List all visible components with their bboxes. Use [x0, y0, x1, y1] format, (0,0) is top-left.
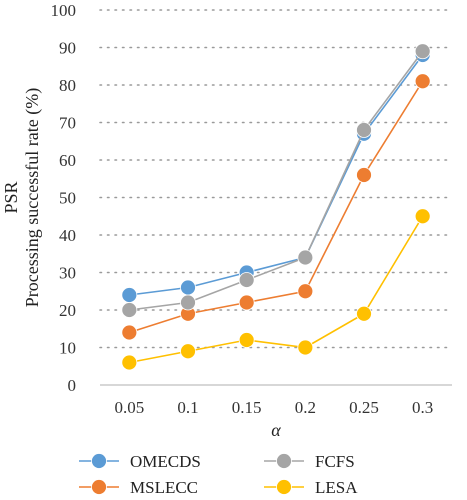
legend-label: LESA — [315, 478, 358, 497]
y-tick-label: 10 — [59, 339, 76, 358]
data-point — [414, 208, 431, 225]
x-tick-label: 0.05 — [114, 398, 144, 417]
y-axis-title-line1: PSR — [1, 181, 21, 213]
y-tick-labels: 0 10 20 30 40 50 60 70 80 90 100 — [51, 1, 77, 395]
y-tick-label: 30 — [59, 264, 76, 283]
x-tick-label: 0.1 — [177, 398, 198, 417]
y-tick-label: 20 — [59, 301, 76, 320]
data-point — [297, 283, 314, 300]
data-point — [238, 272, 255, 288]
data-point — [356, 122, 372, 138]
legend-marker — [91, 453, 107, 469]
series-line — [129, 54, 424, 296]
y-tick-label: 50 — [59, 189, 76, 208]
y-tick-label: 60 — [59, 151, 76, 170]
legend-label: OMECDS — [130, 452, 201, 471]
legend-item-mslecc: MSLECC — [79, 478, 198, 497]
series-line — [129, 215, 424, 364]
series-line — [129, 50, 424, 311]
legend-marker — [276, 453, 292, 469]
y-tick-label: 70 — [59, 114, 76, 133]
data-point — [121, 302, 138, 318]
legend-item-lesa: LESA — [264, 478, 358, 497]
legend-label: FCFS — [315, 452, 355, 471]
data-point — [121, 354, 138, 371]
legend-marker — [91, 479, 107, 495]
series-mslecc — [121, 73, 431, 341]
x-tick-label: 0.15 — [232, 398, 262, 417]
x-tick-label: 0.2 — [295, 398, 316, 417]
y-tick-label: 90 — [59, 39, 76, 58]
y-tick-label: 40 — [59, 226, 76, 245]
y-axis-title-line2: Processing successful rate (%) — [22, 88, 43, 307]
x-axis-title: α — [271, 420, 281, 440]
legend-item-fcfs: FCFS — [264, 452, 355, 471]
data-point — [356, 305, 372, 322]
y-tick-label: 0 — [68, 376, 77, 395]
series-lesa — [121, 208, 431, 371]
data-point — [414, 43, 431, 60]
series — [121, 43, 431, 371]
x-tick-labels: 0.05 0.1 0.15 0.2 0.25 0.3 — [114, 398, 433, 417]
data-point — [180, 294, 196, 311]
gridlines — [99, 9, 453, 349]
legend: OMECDS FCFS MSLECC LESA — [79, 452, 358, 497]
y-tick-label: 80 — [59, 76, 76, 95]
x-tick-label: 0.3 — [412, 398, 433, 417]
series-line — [129, 80, 424, 334]
data-point — [180, 279, 196, 296]
data-point — [121, 287, 138, 303]
legend-marker — [276, 479, 292, 495]
data-point — [297, 339, 314, 356]
legend-item-omecds: OMECDS — [79, 452, 201, 471]
data-point — [297, 249, 314, 266]
x-tick-label: 0.25 — [349, 398, 379, 417]
legend-label: MSLECC — [130, 478, 198, 497]
series-fcfs — [121, 43, 431, 318]
data-point — [414, 73, 431, 90]
data-point — [121, 324, 138, 341]
data-point — [238, 294, 255, 311]
data-point — [356, 167, 372, 183]
data-point — [238, 332, 255, 348]
data-point — [180, 343, 196, 360]
y-tick-label: 100 — [51, 1, 77, 20]
